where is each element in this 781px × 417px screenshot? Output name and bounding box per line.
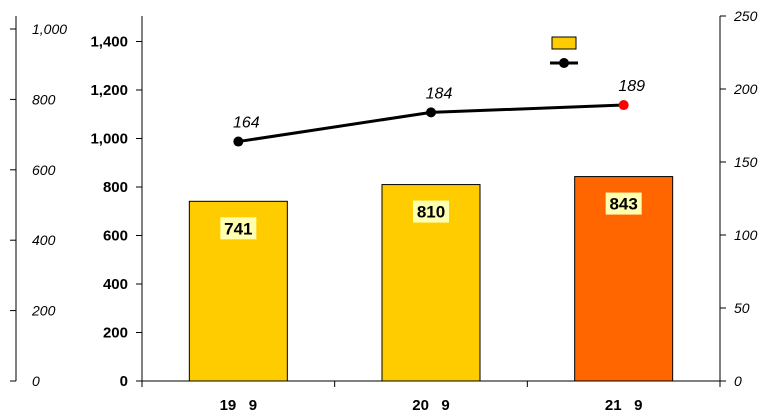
y-right-tick-label: 150 bbox=[734, 154, 758, 170]
y-outer-tick-label: 400 bbox=[32, 232, 56, 248]
line-data-label: 164 bbox=[233, 115, 260, 132]
y-left-tick-label: 1,000 bbox=[90, 131, 128, 148]
y-right-tick-label: 50 bbox=[734, 300, 750, 316]
y-left-tick-label: 600 bbox=[103, 228, 128, 245]
x-tick-label: 21 9 bbox=[605, 397, 643, 414]
line-data-label: 184 bbox=[426, 85, 453, 102]
bar-data-label: 843 bbox=[609, 195, 637, 214]
line-point bbox=[618, 100, 629, 111]
y-outer-tick-label: 600 bbox=[32, 162, 56, 178]
y-right-tick-label: 100 bbox=[734, 227, 758, 243]
y-outer-tick-label: 800 bbox=[32, 91, 56, 107]
line-data-label: 189 bbox=[618, 78, 645, 95]
y-right-tick-label: 0 bbox=[734, 373, 742, 389]
y-left-tick-label: 1,400 bbox=[90, 34, 128, 51]
y-left-tick-label: 200 bbox=[103, 325, 128, 342]
line-point bbox=[233, 136, 244, 147]
y-left-tick-label: 800 bbox=[103, 179, 128, 196]
x-tick-label: 19 9 bbox=[220, 397, 258, 414]
y-right-tick-label: 250 bbox=[733, 8, 758, 24]
y-left-tick-label: 1,200 bbox=[90, 82, 128, 99]
y-right-tick-label: 200 bbox=[733, 81, 758, 97]
line-point bbox=[426, 107, 436, 118]
bar-label-bg bbox=[605, 192, 642, 215]
y-outer-tick-label: 200 bbox=[31, 303, 56, 319]
bar-label-bg bbox=[413, 200, 449, 223]
y-left-tick-label: 400 bbox=[103, 276, 128, 293]
y-outer-tick-label: 0 bbox=[32, 373, 40, 389]
y-left-tick-label: 0 bbox=[120, 373, 128, 390]
bar-data-label: 810 bbox=[417, 203, 445, 222]
x-tick-label: 20 9 bbox=[412, 397, 450, 414]
legend-line-marker bbox=[559, 58, 569, 68]
y-outer-tick-label: 1,000 bbox=[32, 21, 67, 37]
bar-label-bg bbox=[220, 217, 257, 240]
bar-data-label: 741 bbox=[224, 219, 252, 238]
legend-bar-swatch bbox=[551, 36, 577, 50]
